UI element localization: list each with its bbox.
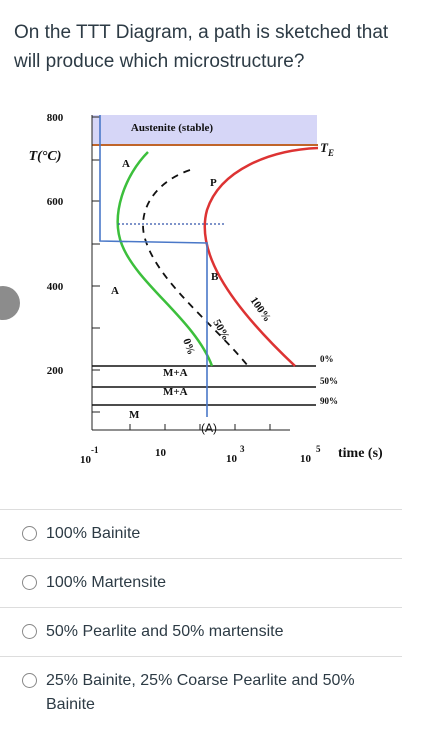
martensite-label: 50% <box>320 376 338 386</box>
tick-base: 10 <box>80 454 92 466</box>
x-tick-label: 10 <box>155 447 167 459</box>
option[interactable]: 50% Pearlite and 50% martensite <box>0 607 402 656</box>
region-label: A <box>122 158 130 170</box>
option-text: 100% Bainite <box>46 525 141 542</box>
option-text: 100% Martensite <box>46 574 167 591</box>
curve-label: 0% <box>180 337 197 357</box>
x-tick-label: 10 5 <box>300 444 321 465</box>
tick-base: 10 <box>226 453 238 465</box>
region-label: B <box>211 271 219 283</box>
martensite-label: 90% <box>320 396 338 406</box>
curve-label: 50% <box>210 318 231 343</box>
region-label: M <box>129 409 140 421</box>
option[interactable]: 100% Martensite <box>0 558 402 607</box>
radio[interactable] <box>22 624 37 639</box>
region-label: M+A <box>163 386 188 398</box>
x-tick-label: 103 <box>226 444 245 465</box>
region-label: (A) <box>201 421 217 435</box>
option[interactable]: 25% Bainite, 25% Coarse Pearlite and 50%… <box>0 656 402 729</box>
question-text: On the TTT Diagram, a path is sketched t… <box>14 22 389 72</box>
region-label: A <box>111 285 119 297</box>
region-label: M+A <box>163 367 188 379</box>
fifty-percent-curve <box>142 169 249 367</box>
ttt-diagram: Austenite (stable) TE T(°C) 800 600 400 … <box>29 112 383 466</box>
radio[interactable] <box>22 526 37 541</box>
te-base: T <box>320 140 329 155</box>
option-text: 50% Pearlite and 50% martensite <box>46 623 284 640</box>
martensite-lines <box>92 365 316 406</box>
tick-exp: 3 <box>240 444 245 454</box>
y-tick-label: 600 <box>47 196 64 208</box>
option-text: 25% Bainite, 25% Coarse Pearlite and 50%… <box>46 672 355 713</box>
option[interactable]: 100% Bainite <box>0 509 402 558</box>
start-curve <box>116 151 214 367</box>
martensite-label: 0% <box>320 354 334 364</box>
cooling-path <box>99 115 208 417</box>
radio[interactable] <box>22 575 37 590</box>
y-tick-label: 400 <box>47 281 64 293</box>
y-axis-label: T(°C) <box>29 149 62 164</box>
y-ticks <box>92 116 100 413</box>
finish-curve <box>203 146 319 367</box>
x-axis-label: time (s) <box>338 446 383 461</box>
x-ticks <box>129 424 271 430</box>
te-label: TE <box>320 140 334 158</box>
radio[interactable] <box>22 673 37 688</box>
answer-options: 100% Bainite 100% Martensite 50% Pearlit… <box>0 509 402 729</box>
tick-base: 10 <box>300 453 312 465</box>
austenite-label: Austenite (stable) <box>131 122 214 134</box>
y-tick-label: 800 <box>47 112 64 124</box>
y-tick-label: 200 <box>47 365 64 377</box>
tick-base: 10 <box>155 447 167 459</box>
side-tab[interactable] <box>0 286 20 320</box>
x-tick-label: 10-1 <box>80 445 99 466</box>
te-sub: E <box>327 148 334 158</box>
tick-exp: 5 <box>316 444 321 454</box>
tick-exp: -1 <box>91 445 99 455</box>
region-label: P <box>210 177 217 189</box>
austenite-region <box>92 115 317 145</box>
